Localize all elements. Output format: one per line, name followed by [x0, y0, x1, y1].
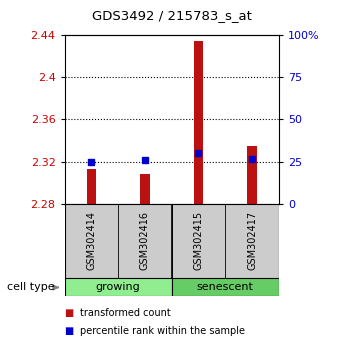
Text: GSM302417: GSM302417 [247, 211, 257, 270]
Bar [140, 174, 150, 204]
Text: transformed count: transformed count [80, 308, 171, 318]
Text: ■: ■ [65, 308, 74, 318]
Text: ■: ■ [65, 326, 74, 336]
Text: GSM302415: GSM302415 [193, 211, 203, 270]
Bar [172, 278, 279, 296]
Text: growing: growing [96, 282, 140, 292]
Text: percentile rank within the sample: percentile rank within the sample [80, 326, 245, 336]
Bar [65, 278, 172, 296]
Text: GSM302414: GSM302414 [86, 211, 96, 270]
Bar [247, 146, 257, 204]
Bar [87, 169, 96, 204]
Bar [194, 41, 203, 204]
Text: GDS3492 / 215783_s_at: GDS3492 / 215783_s_at [92, 10, 252, 22]
Text: GSM302416: GSM302416 [140, 211, 150, 270]
Text: cell type: cell type [7, 282, 54, 292]
Text: senescent: senescent [197, 282, 254, 292]
